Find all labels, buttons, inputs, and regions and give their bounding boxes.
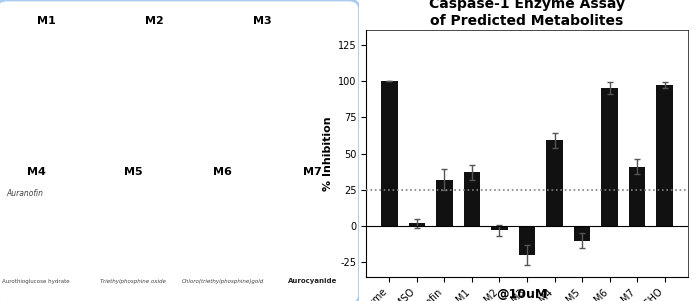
Title: Caspase-1 Enzyme Assay
of Predicted Metabolites: Caspase-1 Enzyme Assay of Predicted Meta… xyxy=(429,0,625,28)
Y-axis label: % Inhibition: % Inhibition xyxy=(322,116,332,191)
Text: M5: M5 xyxy=(124,166,142,177)
Bar xyxy=(629,166,646,226)
Text: M1: M1 xyxy=(38,16,56,26)
Text: Aurothioglucose hydrate: Aurothioglucose hydrate xyxy=(2,279,70,284)
Bar xyxy=(574,226,591,240)
Text: M6: M6 xyxy=(214,166,232,177)
Bar xyxy=(656,85,673,226)
Bar xyxy=(381,81,398,226)
Bar xyxy=(519,226,535,255)
Bar xyxy=(463,172,480,226)
Text: Auranofin: Auranofin xyxy=(7,189,44,198)
Bar xyxy=(408,223,425,226)
Bar xyxy=(602,88,618,226)
Bar xyxy=(547,141,563,226)
Text: Chloro(triethylphosphine)gold: Chloro(triethylphosphine)gold xyxy=(181,279,264,284)
Text: @10uM: @10uM xyxy=(496,288,548,301)
FancyBboxPatch shape xyxy=(0,0,359,301)
Text: Aurocyanide: Aurocyanide xyxy=(288,278,337,284)
Text: M3: M3 xyxy=(253,16,272,26)
Text: M4: M4 xyxy=(27,166,45,177)
Text: Triethylphosphine oxide: Triethylphosphine oxide xyxy=(100,279,166,284)
Text: M2: M2 xyxy=(145,16,164,26)
Text: M7: M7 xyxy=(304,166,322,177)
Bar xyxy=(436,180,452,226)
Bar xyxy=(491,226,507,231)
